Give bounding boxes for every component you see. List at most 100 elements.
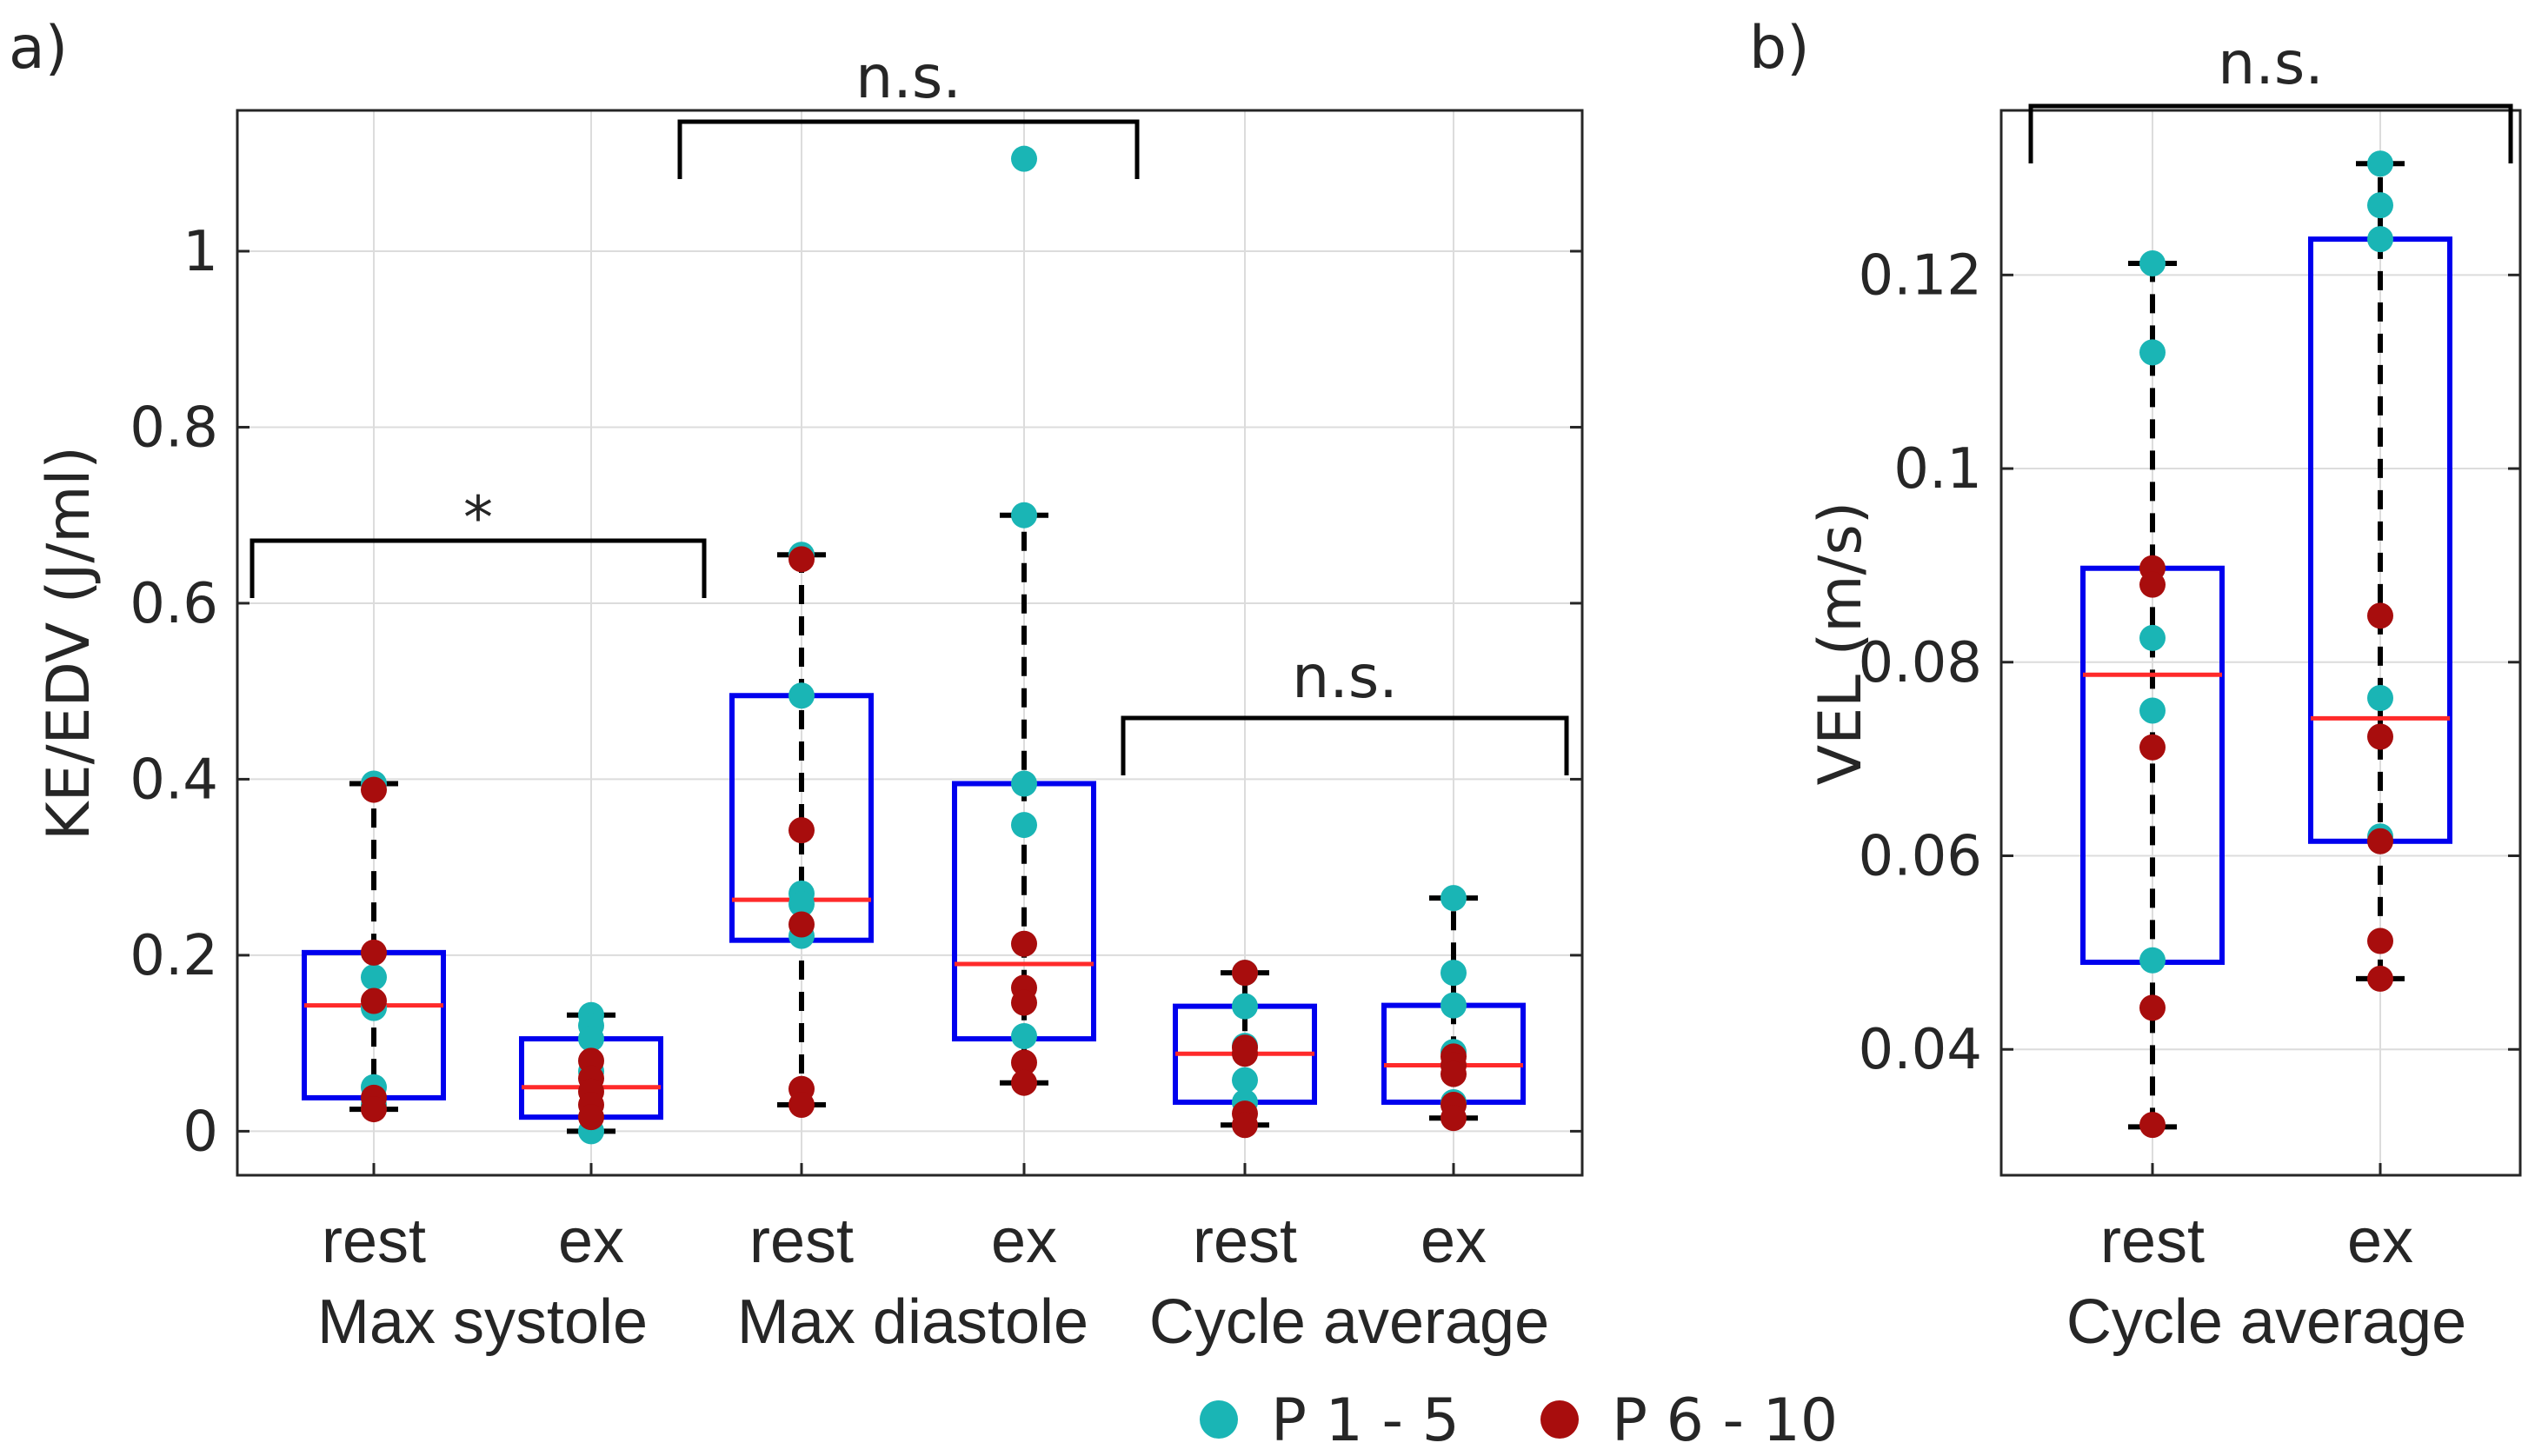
point-p1-5 [788, 682, 815, 709]
point-p6-10 [361, 939, 387, 966]
point-p6-10 [361, 1096, 387, 1123]
point-p6-10 [2367, 723, 2393, 750]
point-p1-5 [1232, 993, 1258, 1020]
significance-bracket [677, 119, 1140, 179]
significance-label: * [463, 484, 493, 553]
box-label: rest [2100, 1207, 2205, 1276]
point-p1-5 [2139, 947, 2166, 974]
point-p1-5 [2139, 339, 2166, 366]
box-label: rest [1193, 1207, 1297, 1276]
significance-label: n.s. [1292, 643, 1398, 712]
y-tick-label: 0.2 [130, 924, 218, 988]
panel-b: 0.04 0.06 0.08 0.1 0.12 VEL (m/s) rest ex Cycl… [1806, 30, 2522, 1357]
point-p1-5 [2139, 697, 2166, 724]
point-p1-5 [1232, 1067, 1258, 1094]
group-label: Max diastole [737, 1287, 1088, 1357]
significance-bracket [250, 538, 707, 598]
panel-b-label: b) [1749, 14, 1810, 83]
point-p6-10 [2367, 927, 2393, 954]
point-p6-10 [2367, 965, 2393, 992]
y-tick-label: 0.08 [1859, 631, 1983, 695]
point-p6-10 [788, 911, 815, 938]
point-p1-5 [2139, 624, 2166, 651]
panel-b-significance: n.s. [2028, 30, 2513, 163]
significance-bracket [1121, 715, 1569, 775]
box-label: rest [322, 1207, 426, 1276]
point-p6-10 [2139, 994, 2166, 1021]
box-label: ex [1421, 1207, 1487, 1276]
point-p1-5 [578, 1026, 604, 1053]
box-label: rest [749, 1207, 854, 1276]
point-p6-10 [1011, 1049, 1037, 1076]
y-tick-label: 0.06 [1859, 825, 1983, 889]
point-p1-5 [2139, 249, 2166, 276]
y-tick-label: 0.04 [1859, 1018, 1983, 1082]
y-tick-label: 1 [183, 220, 218, 284]
point-p1-5 [361, 964, 387, 991]
y-tick-label: 0.8 [130, 396, 218, 460]
point-p6-10 [788, 817, 815, 844]
point-p6-10 [361, 776, 387, 803]
point-p1-5 [1011, 770, 1037, 797]
panel-b-marks [2080, 150, 2452, 1139]
point-p1-5 [2367, 192, 2393, 219]
panel-b-y-axis-label: VEL (m/s) [1806, 502, 1875, 786]
point-p1-5 [1011, 145, 1037, 172]
y-tick-label: 0.1 [1893, 437, 1982, 502]
point-p1-5 [1011, 812, 1037, 839]
panel-a-label: a) [9, 14, 68, 83]
point-p1-5 [1440, 960, 1467, 987]
point-p6-10 [1232, 960, 1258, 987]
point-p6-10 [2367, 602, 2393, 629]
point-p1-5 [2367, 226, 2393, 253]
box-label: ex [2347, 1207, 2413, 1276]
point-p1-5 [1011, 1023, 1037, 1050]
panel-a-marks [302, 145, 1526, 1145]
point-p6-10 [1440, 1105, 1467, 1132]
point-p6-10 [2139, 734, 2166, 761]
panel-b-categories: rest ex Cycle average [2066, 1207, 2466, 1357]
significance-label: n.s. [855, 43, 961, 112]
point-p6-10 [1011, 930, 1037, 957]
y-tick-label: 0.6 [130, 572, 218, 636]
group-label: Cycle average [2066, 1287, 2466, 1357]
point-p1-5 [788, 891, 815, 918]
panel-a-y-axis-label: KE/EDV (J/ml) [35, 446, 103, 841]
point-p6-10 [578, 1104, 604, 1131]
panel-a-y-ticks: 0 0.2 0.4 0.6 0.8 1 [130, 220, 1582, 1175]
point-p6-10 [361, 987, 387, 1014]
point-p1-5 [2367, 684, 2393, 711]
y-tick-label: 0.12 [1859, 243, 1983, 308]
point-p6-10 [2139, 571, 2166, 598]
point-p6-10 [1011, 1069, 1037, 1096]
panel-a-axes-frame [236, 109, 1584, 1177]
point-p6-10 [788, 546, 815, 573]
panel-a-significance: * n.s. n.s. [250, 43, 1569, 775]
box-label: ex [558, 1207, 624, 1276]
point-p1-5 [2367, 150, 2393, 177]
point-p6-10 [2367, 828, 2393, 854]
point-p1-5 [1011, 502, 1037, 529]
significance-bracket [2028, 103, 2513, 163]
point-p1-5 [1440, 992, 1467, 1019]
legend-label-p1-5: P 1 - 5 [1271, 1386, 1460, 1455]
point-p6-10 [788, 1092, 815, 1119]
box-label: ex [991, 1207, 1057, 1276]
group-label: Cycle average [1149, 1287, 1549, 1357]
y-tick-label: 0 [183, 1100, 218, 1164]
legend: P 1 - 5 P 6 - 10 [1200, 1386, 1838, 1455]
panel-a-categories: rest ex Max systole rest ex Max diastole rest e… [317, 1207, 1549, 1357]
panel-b-y-ticks: 0.04 0.06 0.08 0.1 0.12 [1859, 243, 2520, 1175]
significance-label: n.s. [2218, 30, 2324, 98]
point-p6-10 [1440, 1060, 1467, 1087]
point-p1-5 [1440, 885, 1467, 912]
panel-b-grid [2001, 110, 2520, 1175]
group-label: Max systole [317, 1287, 648, 1357]
point-p6-10 [2139, 1112, 2166, 1139]
y-tick-label: 0.4 [130, 748, 218, 812]
point-p6-10 [1232, 1112, 1258, 1139]
point-p6-10 [1011, 989, 1037, 1016]
legend-marker-p6-10 [1540, 1400, 1579, 1439]
panel-a: 0 0.2 0.4 0.6 0.8 1 KE/EDV (J/ml) rest ex Max s… [35, 43, 1584, 1357]
